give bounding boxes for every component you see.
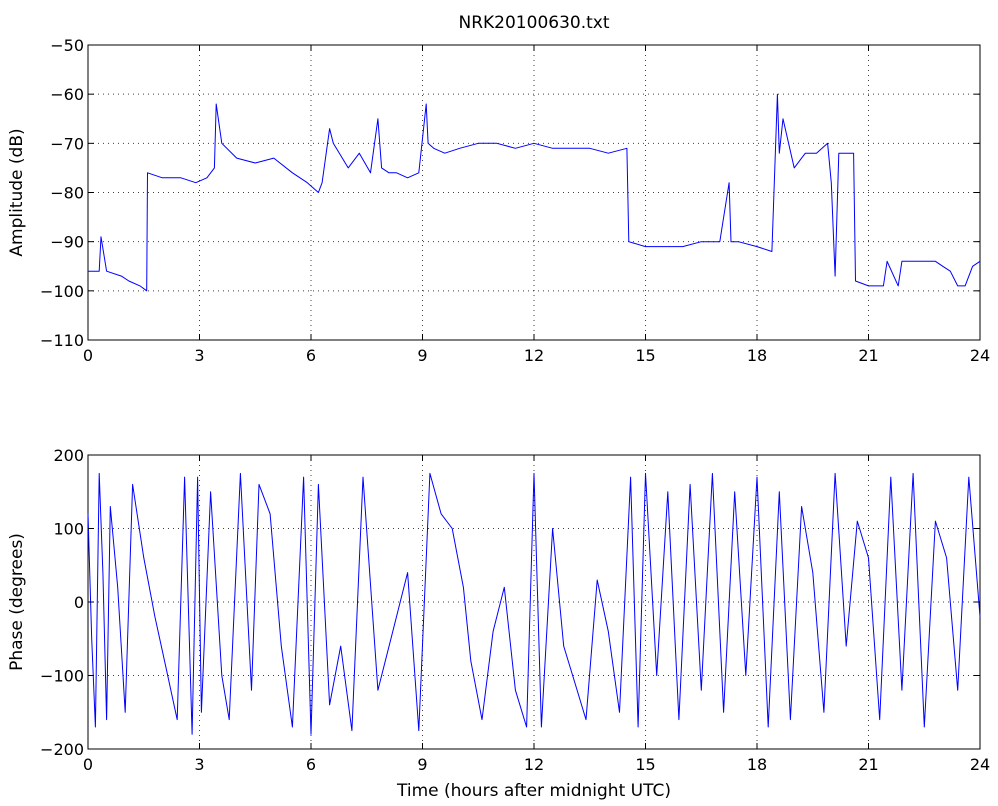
x-tick-label: 9 [417, 346, 427, 365]
phase-panel: 0 3 6 9 12 15 18 21 24 −200 −100 0 100 200 Time (hours… [7, 446, 990, 801]
x-tick-label: 24 [970, 346, 990, 365]
y-axis-label: Amplitude (dB) [7, 128, 27, 256]
x-tick-label: 18 [747, 755, 767, 774]
x-tick-label: 12 [524, 755, 544, 774]
y-tick-label: −110 [40, 331, 84, 350]
y-tick-label: −70 [50, 134, 84, 153]
y-tick-label: −80 [50, 184, 84, 203]
x-tick-label: 12 [524, 346, 544, 365]
y-tick-label: 100 [53, 520, 84, 539]
y-axis-label: Phase (degrees) [7, 533, 27, 671]
x-tick-label: 3 [194, 346, 204, 365]
series-line [87, 472, 981, 735]
y-tick-label: −50 [50, 36, 84, 55]
x-tick-label: 21 [858, 755, 878, 774]
x-tick-label: 6 [306, 755, 316, 774]
x-tick-label: 0 [83, 346, 93, 365]
y-tick-label: −60 [50, 85, 84, 104]
x-tick-label: 15 [635, 755, 655, 774]
series-line [88, 93, 981, 292]
amplitude-panel: 0 3 6 9 12 15 18 21 24 −110 −100 −90 −80 −70 −60 −50 NRK… [7, 13, 990, 365]
x-tick-label: 18 [747, 346, 767, 365]
y-tick-label: 0 [74, 593, 84, 612]
x-tick-label: 24 [970, 755, 990, 774]
y-tick-label: −90 [50, 233, 84, 252]
x-tick-label: 0 [83, 755, 93, 774]
x-tick-label: 15 [635, 346, 655, 365]
x-tick-label: 3 [194, 755, 204, 774]
y-tick-label: −100 [40, 282, 84, 301]
x-tick-label: 9 [417, 755, 427, 774]
y-tick-label: −200 [40, 740, 84, 759]
y-tick-label: 200 [53, 446, 84, 465]
x-axis-label: Time (hours after midnight UTC) [396, 781, 671, 801]
chart-title: NRK20100630.txt [459, 13, 610, 33]
x-tick-label: 21 [858, 346, 878, 365]
x-tick-label: 6 [306, 346, 316, 365]
y-tick-label: −100 [40, 667, 84, 686]
